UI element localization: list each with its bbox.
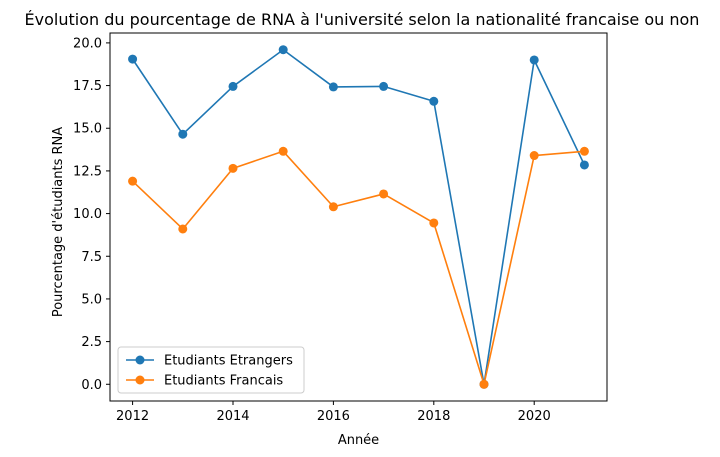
data-point xyxy=(278,45,288,55)
y-tick-label: 2.5 xyxy=(81,335,102,350)
plot-area xyxy=(128,45,589,389)
x-tick-label: 2020 xyxy=(518,409,551,424)
data-point xyxy=(128,176,138,186)
y-tick-label: 0.0 xyxy=(81,378,102,393)
data-point xyxy=(228,81,238,91)
legend-entry-label: Etudiants Francais xyxy=(164,374,283,389)
data-point xyxy=(529,55,539,65)
data-point xyxy=(128,54,138,64)
data-point xyxy=(579,146,589,156)
data-point xyxy=(479,379,489,389)
data-point xyxy=(379,189,389,199)
y-tick-label: 12.5 xyxy=(73,164,102,179)
data-point xyxy=(228,163,238,173)
data-point xyxy=(579,160,589,170)
x-tick-label: 2012 xyxy=(116,409,149,424)
x-tick-label: 2016 xyxy=(317,409,350,424)
chart-title: Évolution du pourcentage de RNA à l'univ… xyxy=(25,10,700,29)
x-axis-title: Année xyxy=(338,433,379,448)
y-tick-label: 5.0 xyxy=(81,292,102,307)
x-axis: 2012 2014 2016 2018 2020 xyxy=(116,401,551,424)
x-tick-label: 2014 xyxy=(216,409,249,424)
data-point xyxy=(379,81,389,91)
y-axis-title: Pourcentage d'étudiants RNA xyxy=(51,127,66,317)
data-point xyxy=(178,224,188,234)
y-axis: 0.0 2.5 5.0 7.5 10.0 12.5 15.0 17.5 20.0 xyxy=(73,36,110,393)
y-tick-label: 17.5 xyxy=(73,79,102,94)
y-tick-label: 15.0 xyxy=(73,122,102,137)
data-point xyxy=(328,82,338,92)
legend-swatch-marker xyxy=(135,375,145,385)
data-point xyxy=(429,96,439,106)
legend-entry-label: Etudiants Etrangers xyxy=(164,354,293,369)
series-line-1 xyxy=(132,150,585,386)
y-tick-label: 10.0 xyxy=(73,207,102,222)
data-point xyxy=(429,218,439,228)
x-tick-label: 2018 xyxy=(417,409,450,424)
data-point xyxy=(278,146,288,156)
data-point xyxy=(328,202,338,212)
legend: Etudiants Etrangers Etudiants Francais xyxy=(117,346,305,394)
data-point xyxy=(529,151,539,161)
axes-frame xyxy=(109,32,608,402)
y-tick-label: 20.0 xyxy=(73,36,102,51)
legend-box xyxy=(117,346,305,394)
series-line-0 xyxy=(131,48,586,386)
data-point xyxy=(178,129,188,139)
y-tick-label: 7.5 xyxy=(81,250,102,265)
legend-swatch-marker xyxy=(135,355,145,365)
